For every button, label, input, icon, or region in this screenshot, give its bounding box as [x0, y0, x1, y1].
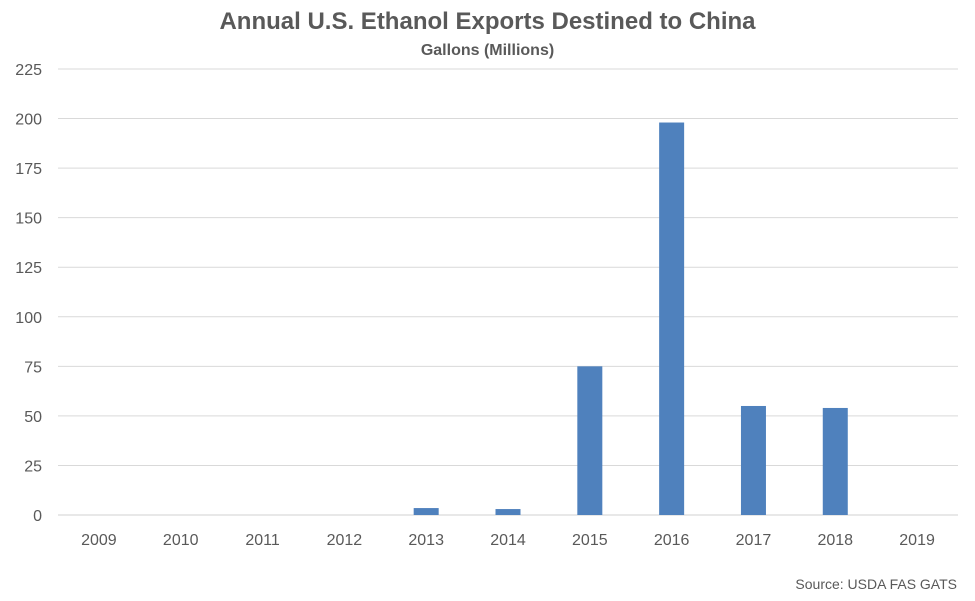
bars	[413, 122, 848, 516]
bar-2017	[740, 405, 766, 515]
y-tick-label: 225	[15, 62, 42, 79]
y-tick-label: 125	[15, 260, 42, 277]
bar-2013	[413, 508, 439, 515]
x-tick-label-2009: 2009	[81, 532, 117, 549]
bar-2016	[659, 122, 685, 516]
chart-subtitle: Gallons (Millions)	[420, 42, 555, 59]
x-tick-label-2013: 2013	[408, 532, 444, 549]
x-tick-label-2019: 2019	[899, 532, 935, 549]
bar-2015	[577, 366, 603, 515]
bar-2014	[495, 509, 521, 515]
y-tick-label: 0	[33, 508, 42, 525]
x-tick-label-2015: 2015	[572, 532, 608, 549]
y-tick-label: 100	[15, 310, 42, 327]
chart-title: Annual U.S. Ethanol Exports Destined to …	[219, 8, 756, 35]
source-note: Source: USDA FAS GATS	[795, 576, 957, 592]
y-tick-label: 175	[15, 161, 42, 178]
y-axis-tick-labels: 0 25 50 75 100 125 150 175 200 225	[15, 62, 42, 525]
x-tick-label-2011: 2011	[245, 532, 280, 549]
x-tick-label-2012: 2012	[327, 532, 363, 549]
y-tick-label: 50	[24, 409, 42, 426]
x-tick-label-2018: 2018	[817, 532, 853, 549]
x-tick-label-2016: 2016	[654, 532, 690, 549]
x-tick-label-2014: 2014	[490, 532, 526, 549]
y-tick-label: 200	[15, 112, 42, 129]
y-tick-label: 75	[24, 359, 42, 376]
x-tick-label-2017: 2017	[736, 532, 772, 549]
x-axis-tick-labels: 2009 2010 2011 2012 2013 2014 2015 2016 2017 2018…	[81, 532, 935, 549]
y-tick-label: 25	[24, 458, 42, 475]
bar-2018	[822, 407, 848, 515]
y-tick-label: 150	[15, 211, 42, 228]
x-tick-label-2010: 2010	[163, 532, 199, 549]
